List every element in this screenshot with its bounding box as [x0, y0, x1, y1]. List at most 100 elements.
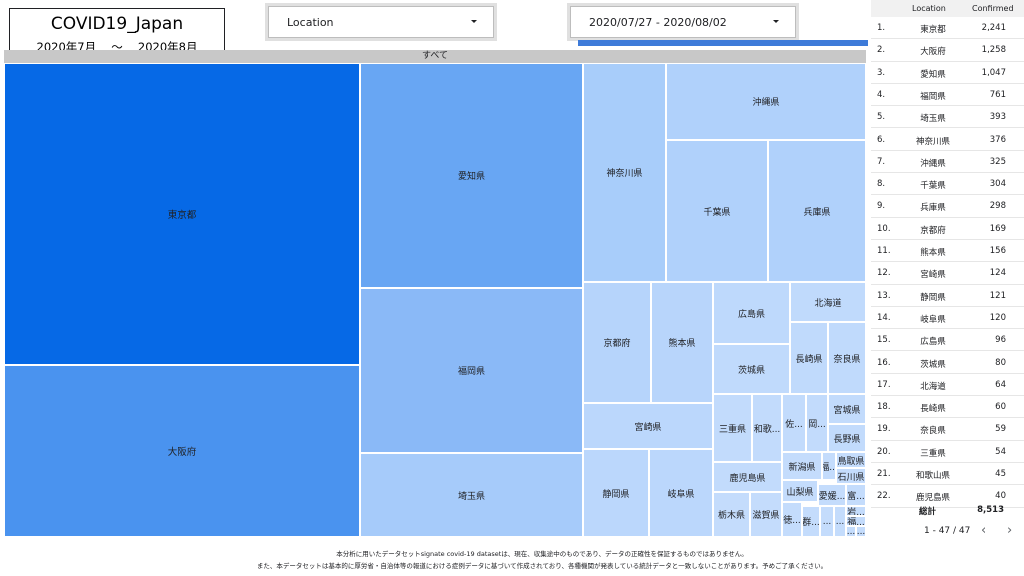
table-row[interactable]: 9. 兵庫県 298 — [871, 195, 1024, 218]
table-row[interactable]: 16. 茨城県 80 — [871, 352, 1024, 374]
table-row[interactable]: 14. 岐阜県 120 — [871, 307, 1024, 330]
table-row[interactable]: 13. 静岡県 121 — [871, 285, 1024, 307]
row-number: 12. — [877, 268, 891, 279]
table-row[interactable]: 5. 埼玉県 393 — [871, 106, 1024, 129]
treemap-cell[interactable]: 滋賀県 — [750, 492, 782, 537]
treemap-cell[interactable]: 福... — [822, 452, 836, 480]
table-row[interactable]: 7. 沖縄県 325 — [871, 151, 1024, 174]
treemap-cell[interactable]: 神奈川県 — [583, 63, 666, 282]
treemap-cell[interactable]: 石川県 — [836, 468, 866, 484]
row-location: 東京都 — [920, 25, 946, 35]
treemap-cell[interactable]: 山梨県 — [782, 480, 818, 502]
row-location: 神奈川県 — [915, 136, 950, 147]
treemap-cell[interactable]: 岐阜県 — [649, 449, 713, 537]
column-header-confirmed[interactable]: Confirmed — [972, 4, 1014, 13]
treemap-cell[interactable]: ... — [846, 526, 856, 537]
treemap-cell[interactable]: ... — [834, 506, 846, 537]
location-filter-dropdown[interactable]: Location — [268, 6, 494, 38]
treemap-cell[interactable]: 兵庫県 — [768, 140, 866, 282]
treemap-cell[interactable]: 栃木県 — [713, 492, 750, 537]
table-row[interactable]: 20. 三重県 54 — [871, 441, 1024, 463]
treemap-cell[interactable]: 福... — [846, 516, 866, 526]
table-row[interactable]: 10. 京都府 169 — [871, 218, 1024, 240]
row-number: 14. — [877, 312, 891, 323]
column-header-location[interactable]: Location — [912, 4, 946, 13]
row-confirmed: 1,047 — [981, 67, 1006, 78]
treemap-cell[interactable]: 静岡県 — [583, 449, 649, 537]
treemap-cell[interactable]: 千葉県 — [666, 140, 768, 282]
table-row[interactable]: 12. 宮崎県 124 — [871, 262, 1024, 285]
row-location: 福岡県 — [920, 91, 946, 102]
treemap-cell[interactable]: 大阪府 — [4, 365, 360, 537]
treemap-cell[interactable]: 愛知県 — [360, 63, 583, 288]
treemap-cell[interactable]: 広島県 — [713, 282, 790, 344]
row-confirmed: 169 — [989, 223, 1006, 234]
treemap-cell[interactable]: 富... — [846, 484, 866, 506]
treemap-cell[interactable]: 和歌... — [752, 394, 782, 462]
table-row[interactable]: 11. 熊本県 156 — [871, 240, 1024, 263]
table-pager: 1 - 47 / 47 ‹ › — [871, 522, 1024, 542]
treemap-cell[interactable]: 長崎県 — [790, 322, 828, 394]
treemap-cell[interactable]: 宮城県 — [828, 394, 866, 424]
row-number: 9. — [877, 201, 886, 212]
table-row[interactable]: 1. 東京都 2,241 — [871, 17, 1024, 40]
treemap-cell[interactable]: 徳... — [782, 502, 802, 537]
treemap-cell[interactable]: 北海道 — [790, 282, 866, 322]
treemap-cell[interactable]: 新潟県 — [782, 452, 822, 480]
row-number: 11. — [877, 246, 891, 256]
row-confirmed: 40 — [995, 491, 1006, 502]
table-row[interactable]: 4. 福岡県 761 — [871, 84, 1024, 107]
treemap-cell[interactable]: 熊本県 — [651, 282, 713, 403]
row-location: 茨城県 — [920, 359, 946, 370]
treemap-header[interactable]: すべて — [4, 50, 866, 63]
row-location: 広島県 — [920, 337, 946, 348]
row-confirmed: 96 — [995, 335, 1006, 346]
treemap-cell[interactable]: 東京都 — [4, 63, 360, 365]
table-row[interactable]: 6. 神奈川県 376 — [871, 129, 1024, 151]
chevron-left-icon[interactable]: ‹ — [981, 523, 987, 538]
row-number: 15. — [877, 335, 891, 346]
treemap-cell[interactable]: 茨城県 — [713, 344, 790, 394]
treemap-cell[interactable]: 岡... — [806, 394, 828, 452]
treemap-cell[interactable]: 愛媛... — [818, 484, 846, 506]
row-number: 2. — [877, 45, 886, 56]
table-row[interactable]: 8. 千葉県 304 — [871, 173, 1024, 196]
table-row[interactable]: 17. 北海道 64 — [871, 374, 1024, 397]
row-number: 19. — [877, 424, 891, 435]
treemap-cell[interactable]: 京都府 — [583, 282, 651, 403]
treemap-cell[interactable]: 群... — [802, 506, 820, 537]
treemap-cell[interactable]: 鳥取県 — [836, 452, 866, 468]
treemap-cell[interactable]: 沖縄県 — [666, 63, 866, 140]
treemap-cell[interactable]: 佐... — [782, 394, 806, 452]
row-number: 6. — [877, 134, 886, 145]
row-location: 長崎県 — [920, 404, 946, 415]
table-header: Location Confirmed — [871, 0, 1024, 17]
table-row[interactable]: 19. 奈良県 59 — [871, 418, 1024, 441]
row-confirmed: 761 — [989, 89, 1006, 100]
table-row[interactable]: 15. 広島県 96 — [871, 329, 1024, 352]
table-row[interactable]: 18. 長崎県 60 — [871, 396, 1024, 419]
treemap-cell[interactable]: 福岡県 — [360, 288, 583, 453]
date-range-dropdown[interactable]: 2020/07/27 - 2020/08/02 — [570, 6, 796, 38]
treemap-cell[interactable]: 岩... — [846, 506, 866, 516]
table-row[interactable]: 2. 大阪府 1,258 — [871, 39, 1024, 62]
table-total-row: 総計 8,513 — [871, 498, 1024, 520]
treemap-cell[interactable]: ... — [820, 506, 834, 537]
row-number: 7. — [877, 156, 886, 167]
table-row[interactable]: 3. 愛知県 1,047 — [871, 62, 1024, 84]
treemap-cell[interactable]: ... — [856, 526, 866, 537]
table-row[interactable]: 22. 鹿児島県 40 — [871, 485, 1024, 508]
table-row[interactable]: 21. 和歌山県 45 — [871, 463, 1024, 486]
treemap-cell[interactable]: 奈良県 — [828, 322, 866, 394]
row-location: 千葉県 — [920, 181, 946, 192]
treemap-cell[interactable]: 長野県 — [828, 424, 866, 452]
treemap-cell[interactable]: 宮崎県 — [583, 403, 713, 449]
treemap-cell[interactable]: 鹿児島県 — [713, 462, 782, 492]
treemap-cell[interactable]: 三重県 — [713, 394, 752, 462]
row-location: 愛知県 — [920, 69, 946, 80]
row-confirmed: 325 — [989, 156, 1006, 167]
chevron-right-icon[interactable]: › — [1007, 523, 1013, 538]
treemap-cell[interactable]: 埼玉県 — [360, 453, 583, 537]
row-number: 20. — [877, 446, 891, 457]
row-number: 1. — [877, 23, 886, 33]
